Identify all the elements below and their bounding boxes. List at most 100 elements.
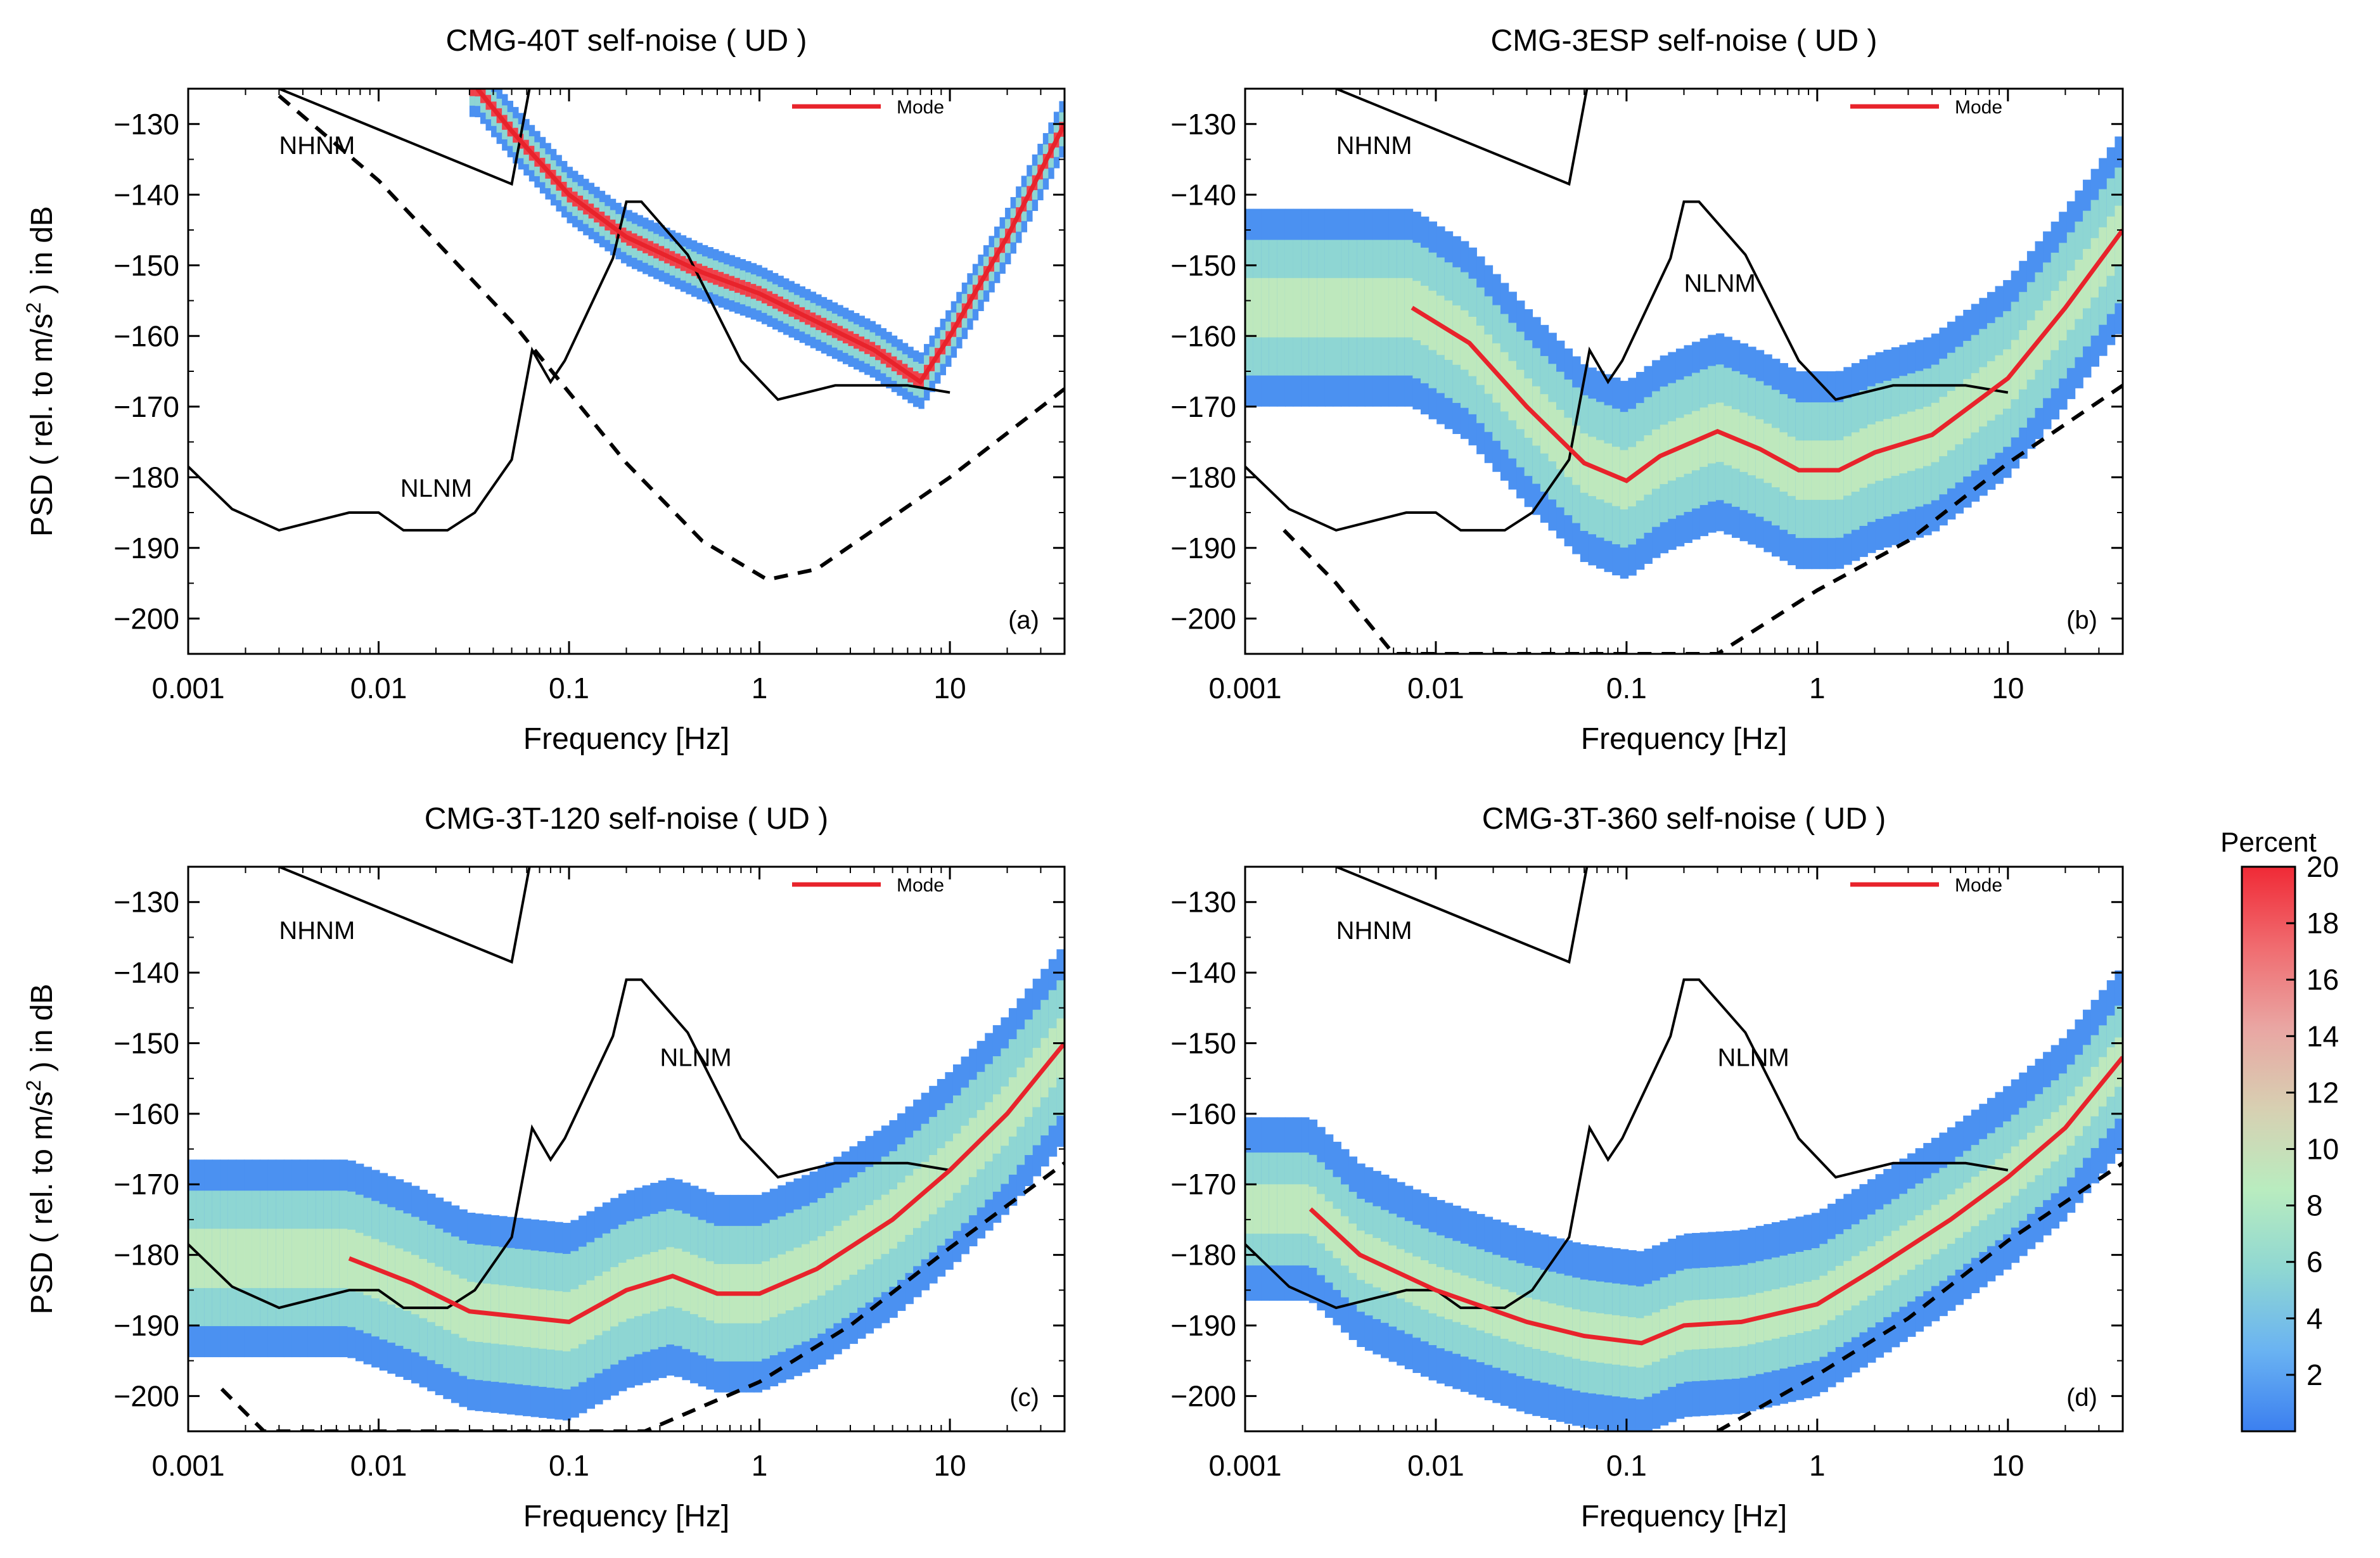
density-cell xyxy=(469,89,476,96)
density-cell xyxy=(1333,278,1341,338)
density-cell xyxy=(1269,1184,1278,1234)
nlnm-line xyxy=(1245,978,2009,1310)
y-axis-label-tail: ) in dB xyxy=(25,206,59,302)
density-cell xyxy=(220,1229,229,1288)
colorbar: Percent 2 4 6 8 10 12 14 16 18 20 xyxy=(2220,827,2339,1433)
y-axis-label-superscript: 2 xyxy=(22,302,45,314)
nhnm-line xyxy=(278,89,531,186)
density-cell xyxy=(323,1229,333,1288)
y-tick-label: −200 xyxy=(113,602,179,635)
nhnm-line xyxy=(1335,867,1589,964)
density-cell xyxy=(300,1229,309,1288)
y-tick-label: −170 xyxy=(1170,1168,1236,1201)
density-cell xyxy=(204,1229,213,1288)
x-axis-label: Frequency [Hz] xyxy=(523,722,729,756)
y-tick-label: −170 xyxy=(113,390,179,423)
nhnm-label: NHNM xyxy=(279,132,355,160)
x-tick-label: 0.01 xyxy=(1407,672,1464,705)
x-tick-label: 0.001 xyxy=(151,1449,224,1482)
density-cell xyxy=(1277,1184,1286,1234)
x-tick-label: 1 xyxy=(752,1449,768,1482)
x-tick-label: 1 xyxy=(1809,672,1826,705)
nlnm-line xyxy=(188,978,950,1310)
x-tick-label: 0.01 xyxy=(1407,1449,1464,1482)
y-tick-label: −200 xyxy=(1170,602,1236,635)
density-cell xyxy=(1324,278,1334,338)
nlnm-line xyxy=(1245,200,2009,532)
x-tick-label: 0.001 xyxy=(1208,1449,1281,1482)
plot-area xyxy=(1245,867,2123,1431)
density-cell xyxy=(469,89,476,106)
legend-mode-label: Mode xyxy=(1955,97,2002,118)
density-cell xyxy=(1245,1184,1254,1234)
panel-title: CMG-3T-120 self-noise ( UD ) xyxy=(425,802,828,836)
y-tick-label: −140 xyxy=(113,956,179,989)
density-cell xyxy=(252,1229,260,1288)
y-tick-label: −140 xyxy=(113,178,179,211)
y-tick-label: −150 xyxy=(1170,249,1236,282)
legend-mode-label: Mode xyxy=(1955,875,2002,896)
density-cell xyxy=(291,1229,300,1288)
y-tick-label: −130 xyxy=(1170,886,1236,919)
density-cell xyxy=(283,1229,293,1288)
density-cell xyxy=(1301,1184,1310,1234)
density-cell xyxy=(1261,1184,1270,1234)
colorbar-tick-label: 16 xyxy=(2306,963,2339,996)
colorbar-tick-label: 4 xyxy=(2306,1302,2323,1335)
panel-label: (d) xyxy=(2066,1384,2097,1412)
density-cell xyxy=(1253,1184,1262,1234)
density-cell xyxy=(1261,278,1270,338)
density-cell xyxy=(1245,278,1254,338)
colorbar-title: Percent xyxy=(2220,827,2317,858)
density-cell xyxy=(227,1229,237,1288)
y-tick-label: −170 xyxy=(113,1168,179,1201)
x-axis-label: Frequency [Hz] xyxy=(1581,1500,1787,1533)
density-cell xyxy=(1381,278,1390,338)
plot-area xyxy=(1245,89,2123,654)
density-cell xyxy=(1293,1184,1302,1234)
colorbar-tick-label: 10 xyxy=(2306,1133,2339,1166)
x-tick-label: 10 xyxy=(1992,672,2024,705)
density-cell xyxy=(1317,278,1326,338)
colorbar-tick-label: 8 xyxy=(2306,1189,2323,1222)
density-cell xyxy=(1301,278,1310,338)
nhnm-label: NHNM xyxy=(1336,917,1412,945)
self-noise-dashed-line xyxy=(220,1161,1065,1431)
nlnm-label: NLNM xyxy=(660,1044,731,1072)
density-cell xyxy=(1308,278,1318,338)
density-cell xyxy=(1284,1184,1294,1234)
colorbar-tick-label: 2 xyxy=(2306,1358,2323,1391)
y-tick-label: −150 xyxy=(113,1026,179,1059)
colorbar-tick-label: 14 xyxy=(2306,1019,2339,1052)
y-tick-label: −190 xyxy=(1170,532,1236,565)
y-tick-label: −160 xyxy=(1170,1097,1236,1130)
y-tick-label: −160 xyxy=(113,319,179,352)
y-tick-label: −180 xyxy=(1170,461,1236,494)
nhnm-label: NHNM xyxy=(1336,132,1412,160)
x-tick-label: 10 xyxy=(933,672,966,705)
y-tick-label: −130 xyxy=(113,886,179,919)
density-cell xyxy=(1357,278,1366,338)
density-cell xyxy=(1293,278,1302,338)
panel-label: (c) xyxy=(1009,1384,1039,1412)
y-tick-label: −140 xyxy=(1170,956,1236,989)
x-tick-label: 0.001 xyxy=(151,672,224,705)
density-cell xyxy=(188,1229,197,1288)
panel-label: (b) xyxy=(2066,606,2097,634)
density-cell xyxy=(307,1229,316,1288)
y-axis-label: PSD ( rel. to m/s2 ) in dB xyxy=(22,984,59,1315)
panel-d: −130 −140 −150 −160 −170 −180 −190 −200 0.001 0.0… xyxy=(1170,802,2124,1533)
panel-c: −130 −140 −150 −160 −170 −180 −190 −200 0.001 0.0… xyxy=(22,802,1066,1533)
density-cell xyxy=(316,1229,324,1288)
mode-line xyxy=(1308,1056,2123,1346)
x-tick-label: 0.1 xyxy=(549,672,589,705)
density-cell xyxy=(1348,278,1358,338)
panel-label: (a) xyxy=(1008,606,1039,634)
colorbar-tick-label: 18 xyxy=(2306,907,2339,940)
x-tick-label: 0.01 xyxy=(350,672,407,705)
density-cell xyxy=(260,1229,269,1288)
x-tick-label: 1 xyxy=(1809,1449,1826,1482)
density-cell xyxy=(276,1229,285,1288)
density-cell xyxy=(196,1229,205,1288)
